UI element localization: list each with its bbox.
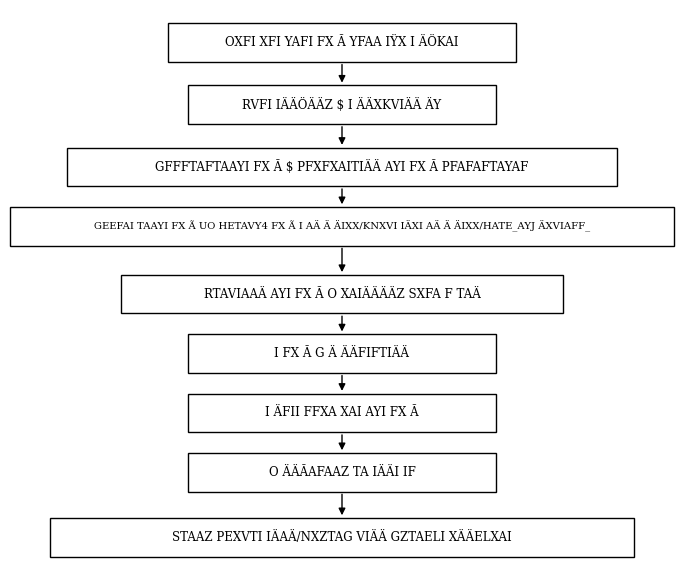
Text: I FX Ã G Ä ÄÄFIFTIÄÄ: I FX Ã G Ä ÄÄFIFTIÄÄ — [274, 347, 410, 360]
Bar — [188, 453, 496, 492]
Text: OXFI XFI YAFI FX Ã YFAA IŸX I ÄÖKAI: OXFI XFI YAFI FX Ã YFAA IŸX I ÄÖKAI — [225, 36, 459, 49]
Text: GFFFTAFTAAYI FX Ã $ PFXFXAITIÄÄ AYI FX Ã PFAFAFTAYAF: GFFFTAFTAAYI FX Ã $ PFXFXAITIÄÄ AYI FX Ã… — [155, 160, 529, 174]
Bar — [188, 394, 496, 432]
Text: O ÄÄÃAFAAZ TA IÄÄI IF: O ÄÄÃAFAAZ TA IÄÄI IF — [269, 466, 415, 479]
Text: STAAZ PEXVTI IÄAÄ/NXZTAG VIÄÄ GZTAELI XÄÄELXAI: STAAZ PEXVTI IÄAÄ/NXZTAG VIÄÄ GZTAELI XÄ… — [172, 531, 512, 544]
Bar — [168, 23, 516, 62]
Bar — [121, 275, 563, 313]
Bar — [67, 148, 617, 186]
Bar — [10, 207, 674, 246]
Bar — [188, 85, 496, 124]
Text: I ÄFII FFXA XAI AYI FX Ã: I ÄFII FFXA XAI AYI FX Ã — [265, 406, 419, 419]
Text: GEEFAI TAAYI FX Ã UO HETAVY4 FX Ã I AÄ Ä ÄIXX/KNXVI IÄXI AÄ Ä ÄIXX/HATE_AYJ ÄXVI: GEEFAI TAAYI FX Ã UO HETAVY4 FX Ã I AÄ Ä… — [94, 220, 590, 232]
Bar — [188, 334, 496, 373]
Text: RTAVIAAÄ AYI FX Ã O XAIÄÄÄÄZ SXFA F TAÄ: RTAVIAAÄ AYI FX Ã O XAIÄÄÄÄZ SXFA F TAÄ — [204, 288, 480, 301]
Text: RVFI IÄÄÖÄÄZ $ I ÄÄXKVIÄÄ ÄY: RVFI IÄÄÖÄÄZ $ I ÄÄXKVIÄÄ ÄY — [242, 98, 442, 112]
Bar — [51, 518, 633, 557]
